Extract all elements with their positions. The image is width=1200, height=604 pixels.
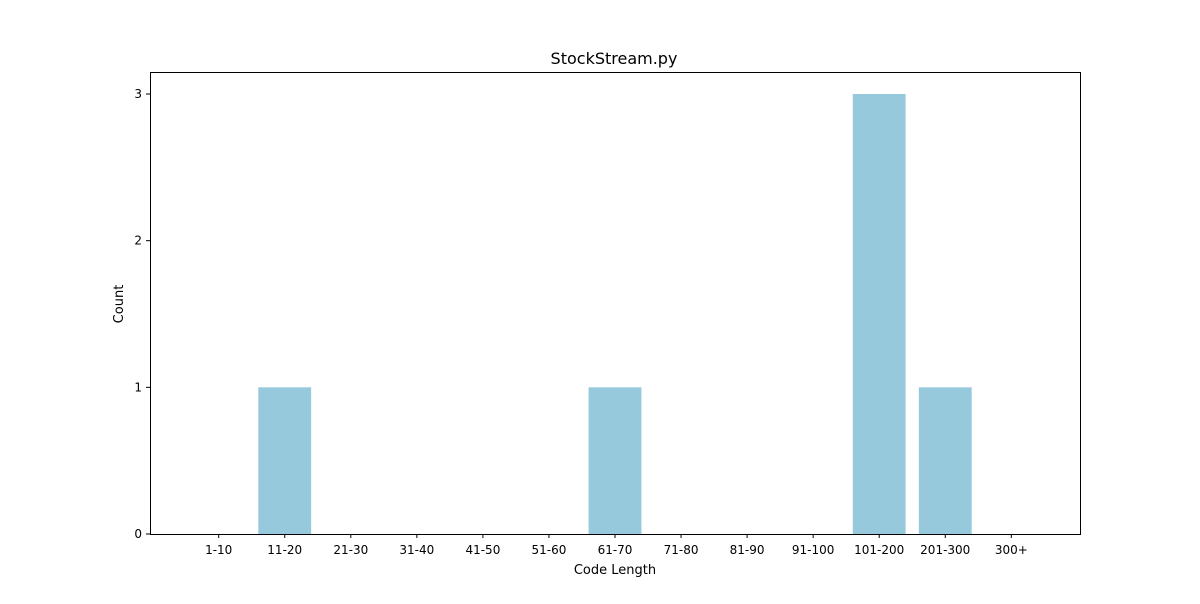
y-tick-label: 2 [134,234,142,248]
bar-201-300 [918,387,972,534]
x-tick-label: 41-50 [465,543,500,557]
x-tick-label: 300+ [995,543,1028,557]
x-tick-label: 91-100 [792,543,835,557]
bar-61-70 [588,387,642,534]
chart-title: StockStream.py [551,49,678,68]
y-tick-label: 0 [134,527,142,541]
bars-layer [258,94,972,534]
x-tick-label: 81-90 [730,543,765,557]
x-tick-label: 11-20 [267,543,302,557]
x-tick-label: 71-80 [664,543,699,557]
y-tick-label: 1 [134,380,142,394]
y-axis-ticks: 0 1 2 3 [134,87,150,541]
x-tick-label: 21-30 [333,543,368,557]
bar-11-20 [258,387,312,534]
x-tick-label: 31-40 [399,543,434,557]
x-tick-label: 201-300 [920,543,970,557]
y-axis-label: Count [112,285,127,324]
bar-101-200 [852,94,906,534]
x-axis-ticks: 1-10 11-20 21-30 31-40 41-50 51-60 61-70 71-80 8… [205,534,1028,557]
x-tick-label: 61-70 [598,543,633,557]
y-tick-label: 3 [134,87,142,101]
x-tick-label: 51-60 [532,543,567,557]
x-tick-label: 101-200 [854,543,904,557]
x-axis-label: Code Length [574,563,656,578]
x-tick-label: 1-10 [205,543,232,557]
